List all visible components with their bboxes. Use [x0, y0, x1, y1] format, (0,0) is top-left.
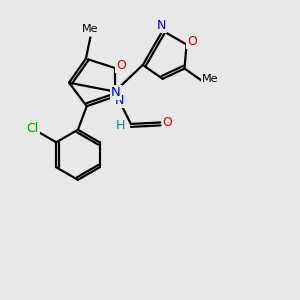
Text: O: O	[116, 59, 126, 72]
Text: Cl: Cl	[27, 122, 39, 135]
Text: N: N	[115, 94, 124, 107]
Text: Me: Me	[82, 24, 99, 34]
Text: N: N	[157, 19, 166, 32]
Text: O: O	[187, 35, 197, 48]
Text: H: H	[116, 119, 125, 132]
Text: N: N	[111, 86, 121, 99]
Text: O: O	[163, 116, 172, 129]
Text: Me: Me	[202, 74, 218, 84]
